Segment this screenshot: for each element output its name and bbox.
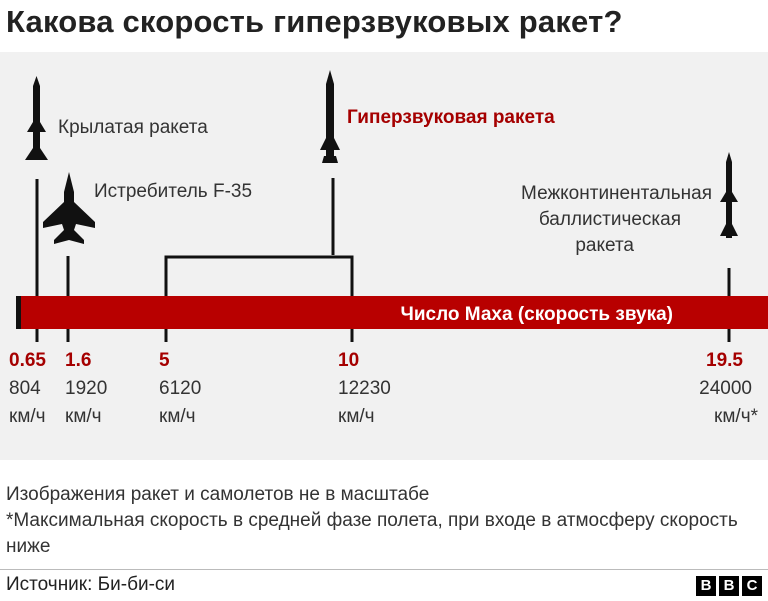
note-asterisk: *Максимальная скорость в средней фазе по… [6, 510, 738, 557]
label-icbm-line1: Межконтинентальная [521, 183, 712, 204]
axis-start-tick [16, 296, 21, 329]
chart-notes: Изображения ракет и самолетов не в масшт… [6, 482, 764, 560]
label-hypersonic-missile: Гиперзвуковая ракета [347, 107, 555, 128]
hypersonic-missile-icon [320, 70, 340, 163]
bbc-logo-letter: B [719, 576, 739, 596]
fighter-jet-icon [43, 172, 95, 244]
mach-value: 1.6 [65, 350, 91, 371]
axis-label: Число Маха (скорость звука) [400, 304, 673, 325]
source-text: Источник: Би-би-си [6, 574, 176, 595]
mach-axis-bar [16, 296, 768, 329]
cruise-missile-icon [25, 76, 48, 160]
chart-svg: Крылатая ракета Истребитель F-35 Гиперзв… [9, 70, 768, 427]
icbm-icon [720, 152, 738, 238]
bbc-logo-letter: C [742, 576, 762, 596]
bbc-logo: B B C [696, 576, 762, 596]
label-icbm-line2: баллистическая [539, 209, 681, 230]
footer-divider [0, 569, 768, 570]
speed-unit: км/ч [65, 406, 102, 427]
note-scale: Изображения ракет и самолетов не в масшт… [6, 484, 430, 505]
mach-value: 5 [159, 350, 170, 371]
speed-value: 6120 [159, 378, 201, 399]
speed-value: 1920 [65, 378, 107, 399]
label-f35: Истребитель F-35 [94, 181, 252, 202]
label-icbm-line3: ракета [575, 235, 634, 256]
chart-panel: Крылатая ракета Истребитель F-35 Гиперзв… [0, 52, 768, 460]
speed-unit: км/ч [159, 406, 196, 427]
chart-title: Какова скорость гиперзвуковых ракет? [6, 4, 623, 39]
mach-value: 19.5 [706, 350, 743, 371]
mach-value: 10 [338, 350, 359, 371]
speed-value: 24000 [699, 378, 752, 399]
speed-unit: км/ч [338, 406, 375, 427]
bbc-logo-letter: B [696, 576, 716, 596]
label-cruise-missile: Крылатая ракета [58, 117, 208, 138]
speed-value: 12230 [338, 378, 391, 399]
speed-unit: км/ч* [714, 406, 759, 427]
mach-value: 0.65 [9, 350, 46, 371]
speed-unit: км/ч [9, 406, 46, 427]
speed-value: 804 [9, 378, 41, 399]
